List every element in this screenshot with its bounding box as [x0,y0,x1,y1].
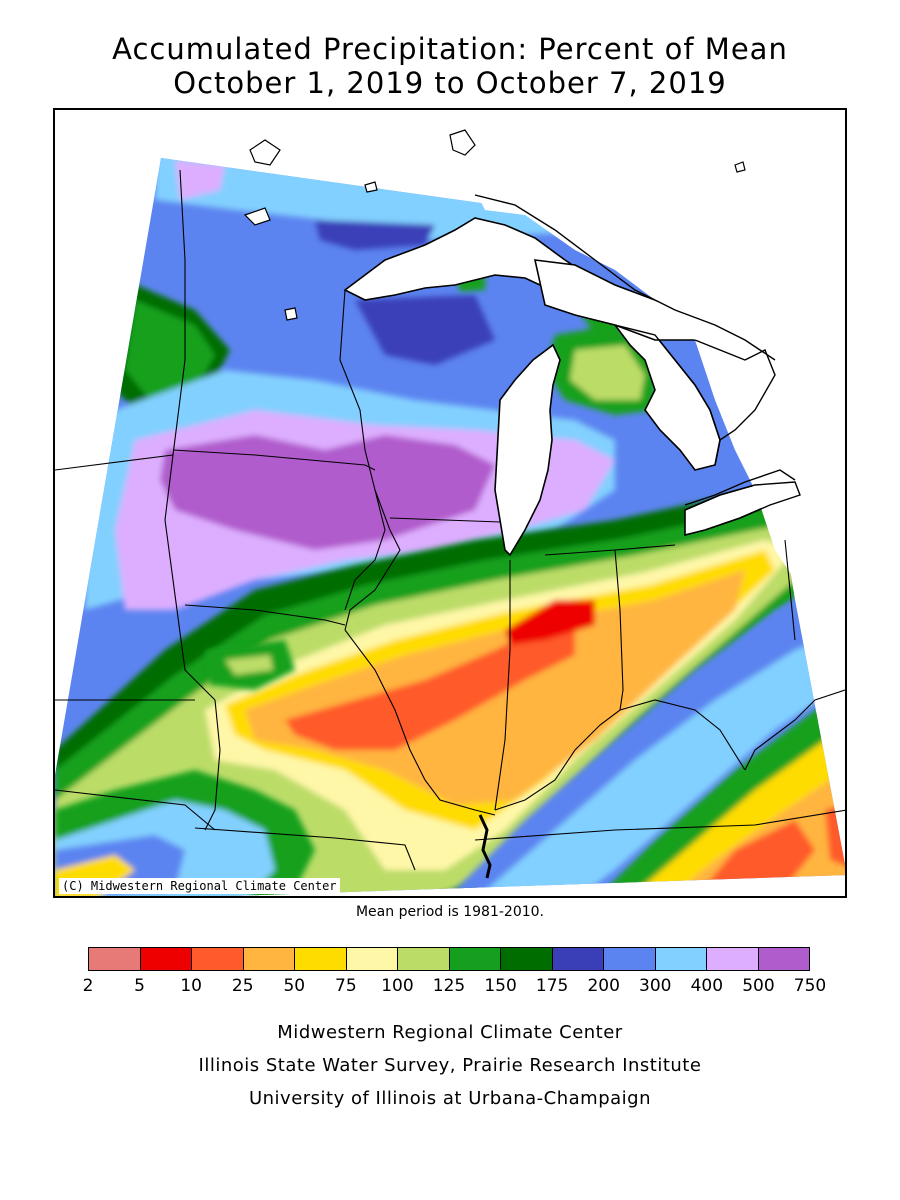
legend-swatch [140,948,192,970]
copyright-label: (C) Midwestern Regional Climate Center [59,878,340,894]
legend-swatch [449,948,501,970]
canada-lakes [243,129,746,321]
credit-mrcc: Midwestern Regional Climate Center [277,1022,623,1043]
state-boundaries [55,169,845,871]
credit-uiuc: University of Illinois at Urbana-Champai… [248,1088,652,1109]
legend-swatch [552,948,604,970]
mean-period-note: Mean period is 1981-2010. [355,904,545,920]
map-date-range: October 1, 2019 to October 7, 2019 [173,66,727,100]
legend-tick-label: 50 [283,976,306,996]
legend-tick-label: 400 [690,976,724,996]
great-lakes [343,217,802,557]
color-legend [88,947,810,971]
legend-tick-label: 125 [432,976,466,996]
precipitation-map: (C) Midwestern Regional Climate Center [53,108,847,898]
legend-tick-label: 150 [484,976,517,996]
legend-tick-label: 5 [134,976,145,996]
legend-swatch [398,948,450,970]
legend-swatch [243,948,295,970]
legend-tick-label: 750 [793,976,827,996]
legend-tick-label: 10 [180,976,202,996]
legend-labels: 2 5 10 25 50 75 100 125 150 175 200 300 400 500 750 [83,976,827,998]
legend-tick-label: 200 [587,976,620,996]
legend-swatch [707,948,759,970]
legend-tick-label: 500 [742,976,775,996]
legend-tick-label: 300 [639,976,672,996]
legend-tick-label: 25 [231,976,254,996]
legend-swatch [192,948,244,970]
legend-swatch [346,948,398,970]
legend-swatch [89,948,141,970]
canada-coastlines [474,194,801,536]
legend-tick-label: 175 [535,976,569,996]
legend-swatch [501,948,553,970]
canada-blank-area [475,110,845,580]
legend-swatch [758,948,809,970]
legend-tick-label: 75 [335,976,357,996]
legend-swatch [295,948,347,970]
legend-tick-label: 2 [82,976,94,996]
credit-isws: Illinois State Water Survey, Prairie Res… [198,1055,702,1076]
mississippi-river [478,814,492,879]
legend-swatch [655,948,707,970]
legend-swatch [604,948,656,970]
map-title: Accumulated Precipitation: Percent of Me… [112,32,788,66]
legend-tick-label: 100 [381,976,414,996]
